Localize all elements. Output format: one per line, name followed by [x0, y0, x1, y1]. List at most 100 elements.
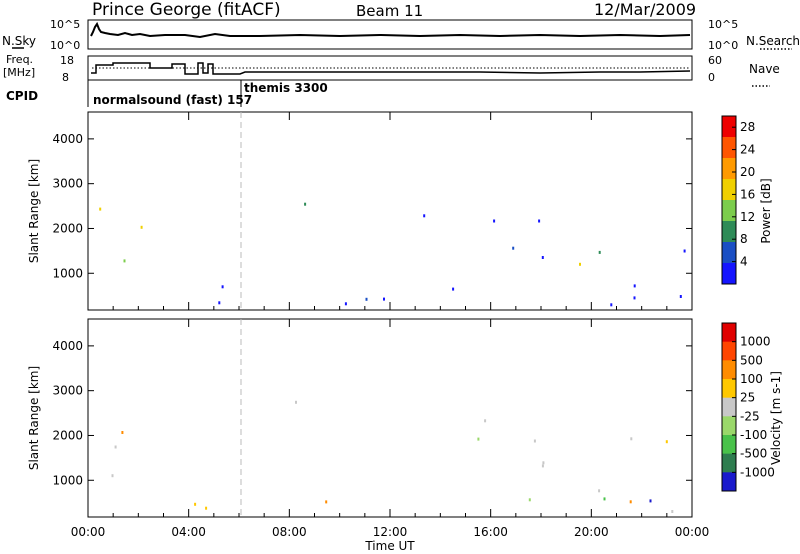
- velocity-cell-9: [598, 489, 601, 493]
- power-colorbar-label-6: 28: [740, 120, 755, 134]
- velocity-ylabel: Slant Range [km]: [27, 366, 41, 470]
- power-colorbar-step-5: [722, 221, 736, 243]
- power-colorbar-step-6: [722, 242, 736, 264]
- power-colorbar-step-7: [722, 263, 736, 285]
- velocity-colorbar-step-3: [722, 379, 736, 399]
- power-cell-5: [344, 302, 347, 306]
- power-colorbar-step-1: [722, 137, 736, 159]
- velocity-colorbar-label-1: 500: [740, 353, 763, 367]
- freq-frame: [87, 55, 693, 81]
- power-cell-10: [610, 303, 613, 307]
- velocity-colorbar-step-4: [722, 397, 736, 417]
- velocity-cell-2: [121, 431, 124, 434]
- velocity-colorbar-step-1: [722, 341, 736, 361]
- power-cell-14: [423, 214, 426, 218]
- power-cell-21: [541, 256, 544, 259]
- power-colorbar-label-3: 16: [740, 187, 755, 201]
- velocity-cell-10: [325, 500, 328, 504]
- nsky-label: N.Sky: [2, 34, 36, 48]
- velocity-colorbar-step-8: [722, 472, 736, 492]
- power-x-axis: [87, 112, 693, 310]
- velocity-cell-19: [541, 464, 544, 468]
- cpid-segment-themis: themis 3300: [244, 81, 328, 95]
- power-colorbar-label-4: 20: [740, 165, 755, 179]
- velocity-colorbar-step-6: [722, 435, 736, 455]
- nsky-tick-high: 10^5: [50, 18, 80, 31]
- power-ytick-label-2: 3000: [52, 177, 83, 191]
- velocity-xtick-label-1: 04:00: [171, 525, 206, 539]
- velocity-colorbar-label-6: -500: [740, 447, 767, 461]
- velocity-cell-4: [205, 506, 208, 510]
- velocity-xtick-label-5: 20:00: [574, 525, 609, 539]
- velocity-ytick-label-2: 3000: [52, 384, 83, 398]
- cpid-row: CPID normalsound (fast) 157 themis 3300: [6, 80, 328, 107]
- nave-label: Nave: [749, 62, 780, 76]
- velocity-colorbar-label-5: -100: [740, 428, 767, 442]
- velocity-panel: 1000 2000 3000 4000 00:00 04:00 08:00 12:00 16:…: [27, 318, 783, 539]
- velocity-colorbar-label: Velocity [m s-1]: [769, 371, 783, 465]
- power-cell-4: [218, 301, 221, 305]
- nave-tick-low: 0: [708, 71, 715, 84]
- power-colorbar-label: Power [dB]: [759, 178, 773, 243]
- velocity-cell-3: [194, 502, 197, 506]
- velocity-ytick-label-1: 2000: [52, 428, 83, 442]
- power-cell-18: [598, 250, 601, 254]
- cpid-label: CPID: [6, 89, 38, 103]
- freq-label-1: Freq.: [6, 53, 33, 66]
- power-colorbar: 4 8 12 16 20 24 28: [721, 115, 755, 285]
- power-colorbar-frame: [721, 115, 737, 285]
- power-cell-9: [633, 296, 636, 300]
- power-panel: 1000 2000 3000 4000 Slant Range [km] 4 8 12 16…: [27, 111, 773, 311]
- nsearch-tick-low: 10^0: [708, 39, 738, 52]
- velocity-y-axis: 1000 2000 3000 4000: [52, 339, 692, 487]
- velocity-frame: [87, 318, 693, 518]
- velocity-colorbar-label-0: 1000: [740, 335, 771, 349]
- velocity-xtick-label-6: 00:00: [675, 525, 710, 539]
- power-colorbar-label-0: 4: [740, 255, 748, 269]
- velocity-cell-15: [533, 439, 536, 443]
- velocity-colorbar-label-7: -1000: [740, 465, 775, 479]
- velocity-cell-11: [629, 500, 632, 504]
- velocity-colorbar-step-0: [722, 323, 736, 343]
- velocity-cell-5: [671, 510, 674, 513]
- power-frame: [87, 111, 693, 311]
- power-ytick-label-1: 2000: [52, 221, 83, 235]
- velocity-cell-13: [477, 437, 480, 441]
- beam-title: Beam 11: [356, 2, 423, 20]
- power-cell-2: [99, 207, 102, 211]
- power-cell-8: [365, 297, 368, 301]
- station-title: Prince George (fitACF): [92, 0, 281, 20]
- power-cell-0: [123, 259, 126, 263]
- power-colorbar-step-2: [722, 158, 736, 180]
- power-colorbar-label-1: 8: [740, 232, 748, 246]
- nsky-panel: N.Sky 10^5 10^0 10^5 10^0 N.Search: [2, 18, 800, 52]
- nsearch-tick-high: 10^5: [708, 18, 738, 31]
- nsky-frame: [87, 19, 693, 50]
- velocity-x-axis: 00:00 04:00 08:00 12:00 16:00 20:00 00:00: [71, 319, 710, 539]
- velocity-cell-0: [111, 474, 114, 478]
- velocity-colorbar-step-2: [722, 360, 736, 380]
- velocity-colorbar-frame: [721, 322, 737, 492]
- power-ytick-label-0: 1000: [52, 266, 83, 280]
- power-cell-17: [493, 219, 496, 223]
- xaxis-title: Time UT: [364, 539, 415, 553]
- power-cell-6: [633, 284, 636, 288]
- power-cell-7: [452, 287, 455, 291]
- power-cell-11: [383, 297, 385, 301]
- velocity-colorbar: 1000 500 100 25 -25 -100 -500 -1000: [721, 322, 775, 492]
- power-cell-15: [538, 219, 541, 223]
- velocity-cell-8: [603, 497, 606, 501]
- velocity-xtick-label-0: 00:00: [71, 525, 106, 539]
- power-y-axis: 1000 2000 3000 4000: [52, 132, 692, 280]
- freq-line: [91, 62, 691, 75]
- nsky-tick-low: 10^0: [50, 39, 80, 52]
- power-colorbar-step-4: [722, 200, 736, 222]
- velocity-cell-16: [542, 461, 545, 465]
- power-colorbar-step-3: [722, 179, 736, 201]
- velocity-cell-17: [665, 440, 668, 444]
- power-cell-3: [221, 285, 224, 289]
- nave-tick-high: 60: [708, 54, 722, 67]
- power-cell-20: [579, 262, 581, 266]
- nsky-line: [90, 21, 691, 39]
